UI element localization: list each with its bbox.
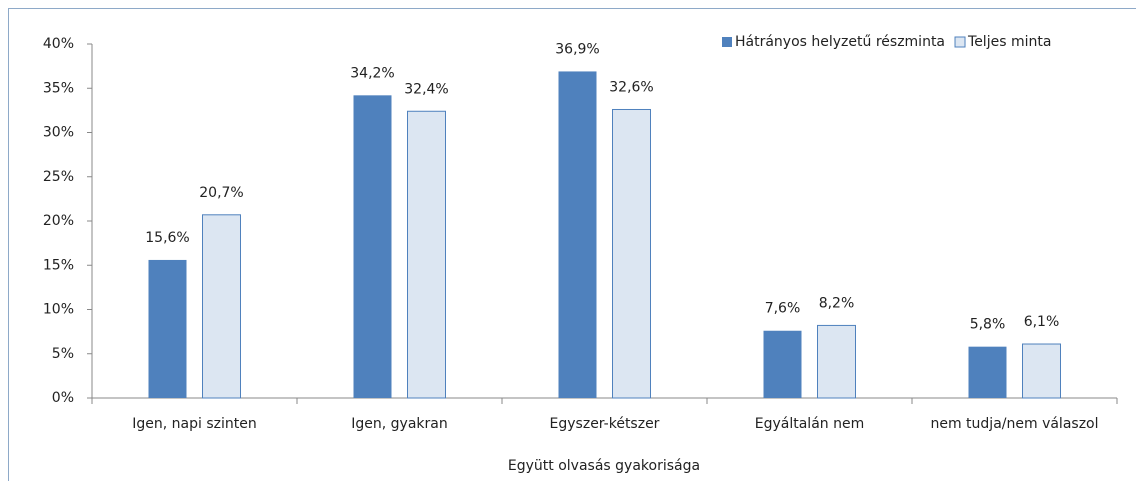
data-label: 34,2%	[350, 65, 394, 81]
x-tick-label: Igen, napi szinten	[132, 416, 256, 432]
bar	[353, 95, 392, 398]
bar	[968, 346, 1007, 398]
data-label: 8,2%	[819, 295, 855, 311]
x-tick-label: nem tudja/nem válaszol	[930, 416, 1098, 432]
chart-frame	[8, 8, 1136, 481]
bar	[407, 110, 446, 399]
y-tick-label: 5%	[52, 346, 74, 362]
y-tick-label: 15%	[43, 257, 74, 273]
legend-label: Teljes minta	[967, 34, 1051, 50]
data-label: 32,4%	[404, 81, 448, 97]
data-label: 5,8%	[970, 317, 1006, 333]
data-label: 32,6%	[609, 79, 653, 95]
x-tick-label: Egyszer-kétszer	[550, 416, 660, 432]
legend-swatch	[954, 36, 966, 48]
bar	[1022, 343, 1061, 399]
data-label: 20,7%	[199, 185, 243, 201]
y-tick-label: 30%	[43, 125, 74, 141]
data-label: 6,1%	[1024, 314, 1060, 330]
x-tick-label: Igen, gyakran	[351, 416, 447, 432]
bar	[558, 71, 597, 398]
y-tick-label: 40%	[43, 36, 74, 52]
legend-label: Hátrányos helyzetű részminta	[735, 34, 945, 50]
data-label: 36,9%	[555, 41, 599, 57]
bar	[763, 330, 802, 398]
x-tick-label: Egyáltalán nem	[755, 416, 864, 432]
y-tick-label: 20%	[43, 213, 74, 229]
legend-swatch	[722, 37, 732, 47]
data-label: 7,6%	[765, 301, 801, 317]
bar	[148, 259, 187, 398]
y-tick-label: 35%	[43, 80, 74, 96]
bar	[612, 108, 651, 399]
y-tick-label: 0%	[52, 390, 74, 406]
y-tick-label: 10%	[43, 302, 74, 318]
y-tick-label: 25%	[43, 169, 74, 185]
bar	[202, 214, 241, 399]
data-label: 15,6%	[145, 230, 189, 246]
x-axis-title: Együtt olvasás gyakorisága	[508, 458, 700, 474]
bar	[817, 324, 856, 399]
